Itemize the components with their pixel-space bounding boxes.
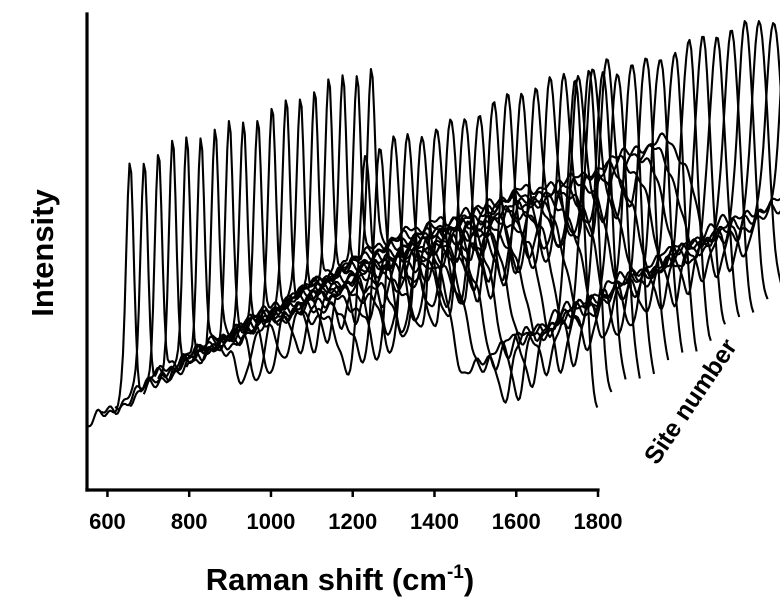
x-tick-label: 1400 <box>410 509 459 534</box>
x-tick-label: 1800 <box>574 509 623 534</box>
x-tick-label: 600 <box>89 509 126 534</box>
depth-axis-title: Site number <box>639 334 743 470</box>
spectrum-line <box>100 69 613 416</box>
y-axis-title: Intensity <box>25 189 60 317</box>
spectrum-line <box>114 71 627 411</box>
x-tick-label: 800 <box>171 509 208 534</box>
spectrum-line <box>86 79 599 428</box>
x-axis-title: Raman shift (cm-1) <box>206 562 474 597</box>
spectra-group <box>86 20 780 428</box>
x-tick-label: 1200 <box>328 509 377 534</box>
x-ticks: 600 800 1000 1200 1400 1600 1800 <box>89 490 622 534</box>
x-tick-label: 1600 <box>492 509 541 534</box>
spectrum-line <box>257 20 769 319</box>
x-tick-label: 1000 <box>246 509 295 534</box>
spectrum-line <box>171 59 684 376</box>
